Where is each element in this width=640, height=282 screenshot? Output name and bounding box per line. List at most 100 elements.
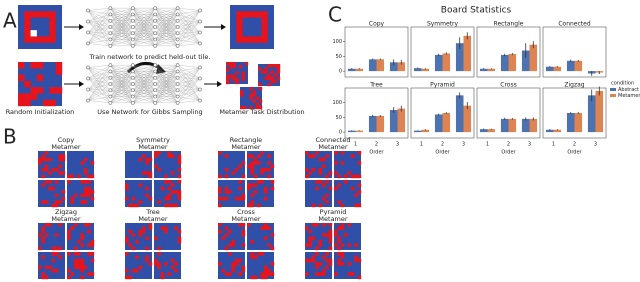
group-title: Rectangle (230, 136, 262, 144)
board-cell (83, 167, 88, 172)
network-edge (132, 83, 156, 103)
network-node (198, 76, 202, 81)
network-edge (87, 21, 111, 28)
board-cell (241, 229, 246, 234)
network-edge (177, 21, 201, 28)
network-edge (132, 96, 156, 103)
board-cell (260, 171, 265, 175)
network-edge (177, 77, 201, 90)
arrow-head (79, 24, 84, 30)
network-edge (87, 10, 111, 46)
board-cell (73, 258, 78, 263)
network-edge (110, 65, 133, 72)
bar (376, 115, 385, 133)
board-cell (347, 262, 352, 266)
board-cell (80, 258, 85, 263)
board-cell (131, 196, 136, 201)
board-cell (311, 203, 316, 208)
x-axis-label: Order (435, 150, 450, 156)
board-cell (135, 203, 139, 208)
board-cell (87, 223, 91, 227)
network-node (198, 8, 202, 13)
plot-title: Symmetry (427, 21, 459, 28)
bar (553, 66, 562, 72)
board-cell (357, 275, 362, 280)
network-edge (87, 89, 111, 91)
board-cell (263, 268, 268, 273)
board-cell (221, 196, 225, 201)
board-cell (41, 239, 45, 244)
board-cell (135, 268, 139, 273)
board-cell (83, 180, 88, 184)
network-node (153, 31, 158, 36)
board-cell (321, 233, 326, 237)
board-cell (48, 223, 52, 227)
board-cell (337, 183, 341, 187)
board-cell (264, 67, 268, 71)
board-cell (337, 246, 341, 251)
board-cell (148, 171, 153, 175)
bar (487, 68, 496, 72)
network-edge (177, 8, 201, 33)
network-edge (110, 65, 133, 78)
network-node (108, 12, 113, 17)
board-cell (18, 74, 25, 82)
board-cell (249, 87, 253, 91)
network-edge (155, 8, 178, 34)
board-cell (229, 62, 233, 66)
board-cell (252, 90, 256, 94)
group-subtitle: Metamer (318, 143, 347, 151)
x-tick-label: 1 (354, 142, 357, 148)
y-tick-label: 50 (336, 54, 342, 60)
network-edge (155, 8, 178, 40)
network-node (153, 75, 158, 80)
board-cell (240, 93, 244, 97)
board-cell (177, 161, 182, 165)
network-edge (177, 21, 201, 46)
network-node (108, 94, 113, 99)
board-cell (344, 180, 348, 184)
plot-frame (542, 87, 607, 139)
plot-title: Pyramid (430, 82, 455, 89)
board-cell (315, 151, 319, 155)
network-edge (87, 67, 111, 103)
network-edge (87, 71, 111, 79)
network-edge (177, 67, 201, 85)
board-cell (164, 174, 168, 179)
board-cell (263, 190, 268, 194)
bar (413, 130, 422, 133)
board-cell (145, 157, 149, 162)
board-cell (241, 71, 246, 75)
group-subtitle: Metamer (138, 215, 167, 223)
board-cell (247, 154, 251, 158)
board-cell (315, 272, 319, 276)
board-cell (273, 64, 278, 68)
network-node (86, 87, 90, 92)
network-edge (132, 65, 156, 97)
network-edge (177, 90, 201, 101)
board-cell (247, 186, 251, 191)
board-cell (67, 180, 71, 184)
network-node (153, 88, 158, 93)
board-cell (24, 80, 31, 88)
board-cell (232, 62, 236, 66)
bar (389, 110, 398, 133)
board-cell (226, 68, 230, 72)
board-cell (241, 161, 246, 165)
bar (355, 68, 364, 72)
board-cell (257, 180, 261, 184)
board-cell (67, 252, 71, 256)
network-edge (132, 8, 156, 15)
board-cell (228, 252, 232, 256)
board-cell (38, 265, 42, 270)
network-edge (87, 33, 111, 44)
group-subtitle: Metamer (138, 143, 167, 151)
board-cell (170, 154, 175, 158)
network-edge (87, 100, 111, 103)
board-cell (138, 265, 143, 270)
network-node (108, 75, 113, 80)
board-cell (41, 236, 45, 241)
network-node (153, 44, 158, 48)
board-cell (263, 265, 268, 270)
network-edge (110, 8, 133, 28)
